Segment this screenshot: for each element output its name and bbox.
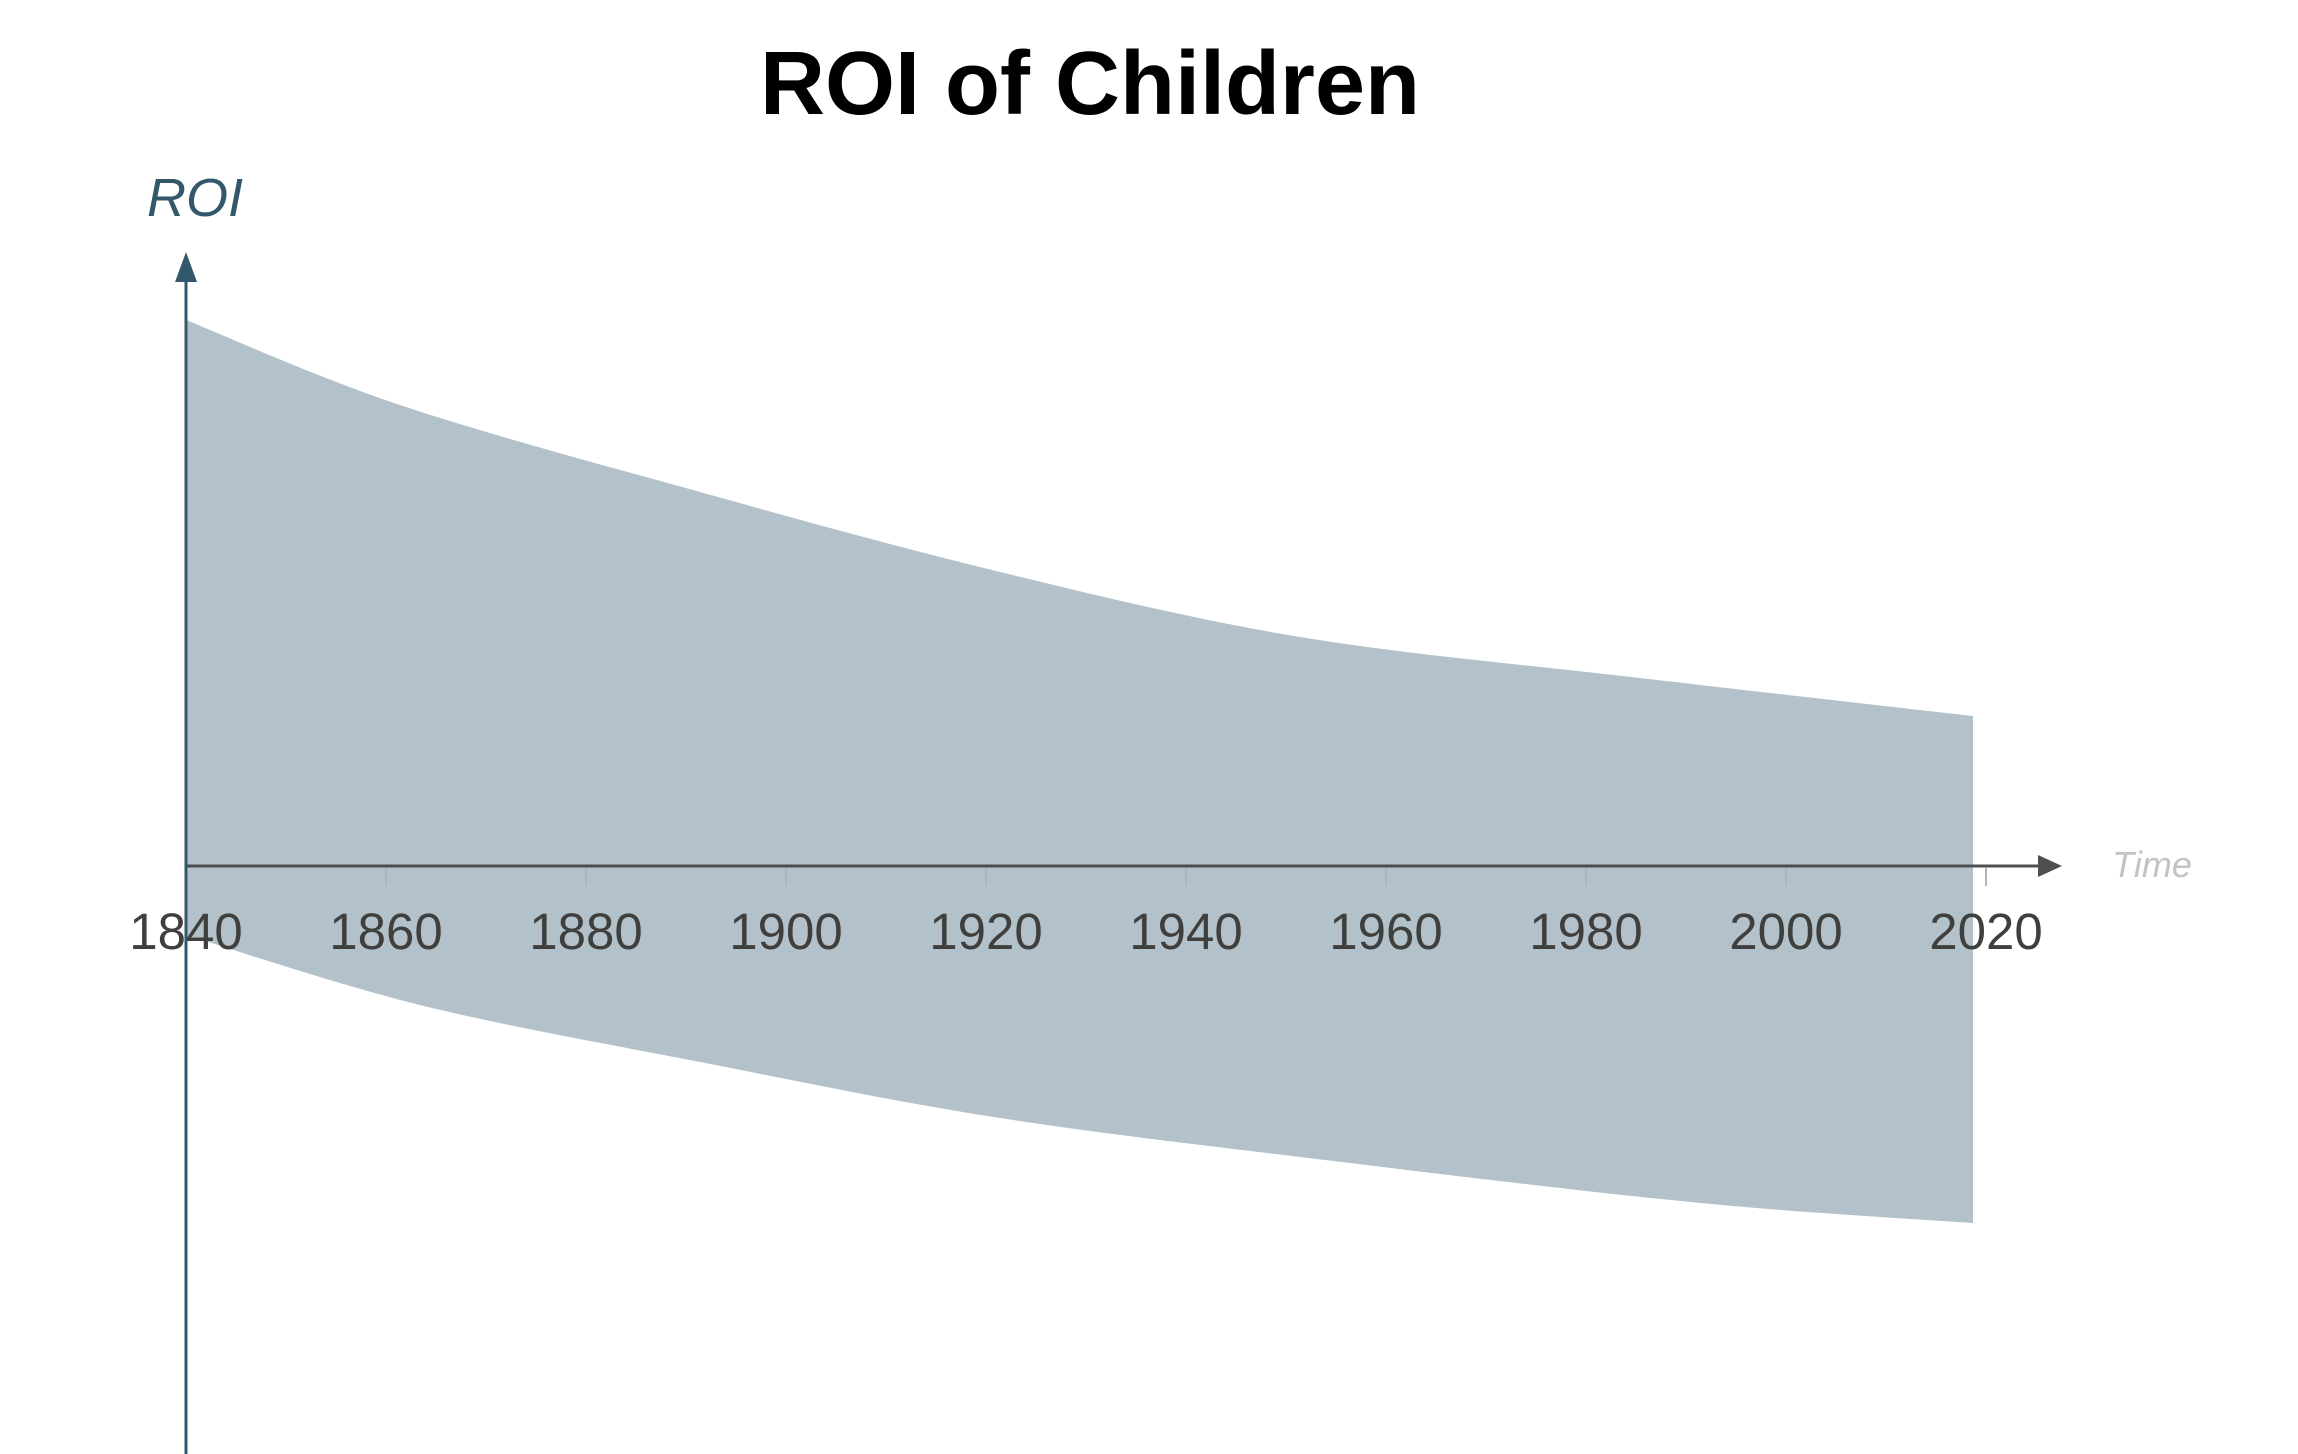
x-axis-arrow-icon: [2038, 855, 2062, 877]
x-axis-tick-label: 1940: [1129, 903, 1243, 960]
chart-title: ROI of Children: [760, 34, 1420, 134]
x-axis-tick-label: 1900: [729, 903, 843, 960]
x-axis-tick-label: 1980: [1529, 903, 1643, 960]
x-axis-tick-label: 1860: [329, 903, 443, 960]
x-axis-tick-label: 1920: [929, 903, 1043, 960]
y-axis-label: ROI: [147, 168, 244, 228]
roi-band-area: [186, 320, 1973, 1223]
x-axis-label: Time: [2112, 844, 2192, 885]
y-axis-arrow-icon: [175, 252, 197, 282]
x-axis-tick-label: 1960: [1329, 903, 1443, 960]
x-axis-tick-label: 2020: [1929, 903, 2043, 960]
x-axis-tick-label: 2000: [1729, 903, 1843, 960]
x-axis-tick-label: 1880: [529, 903, 643, 960]
